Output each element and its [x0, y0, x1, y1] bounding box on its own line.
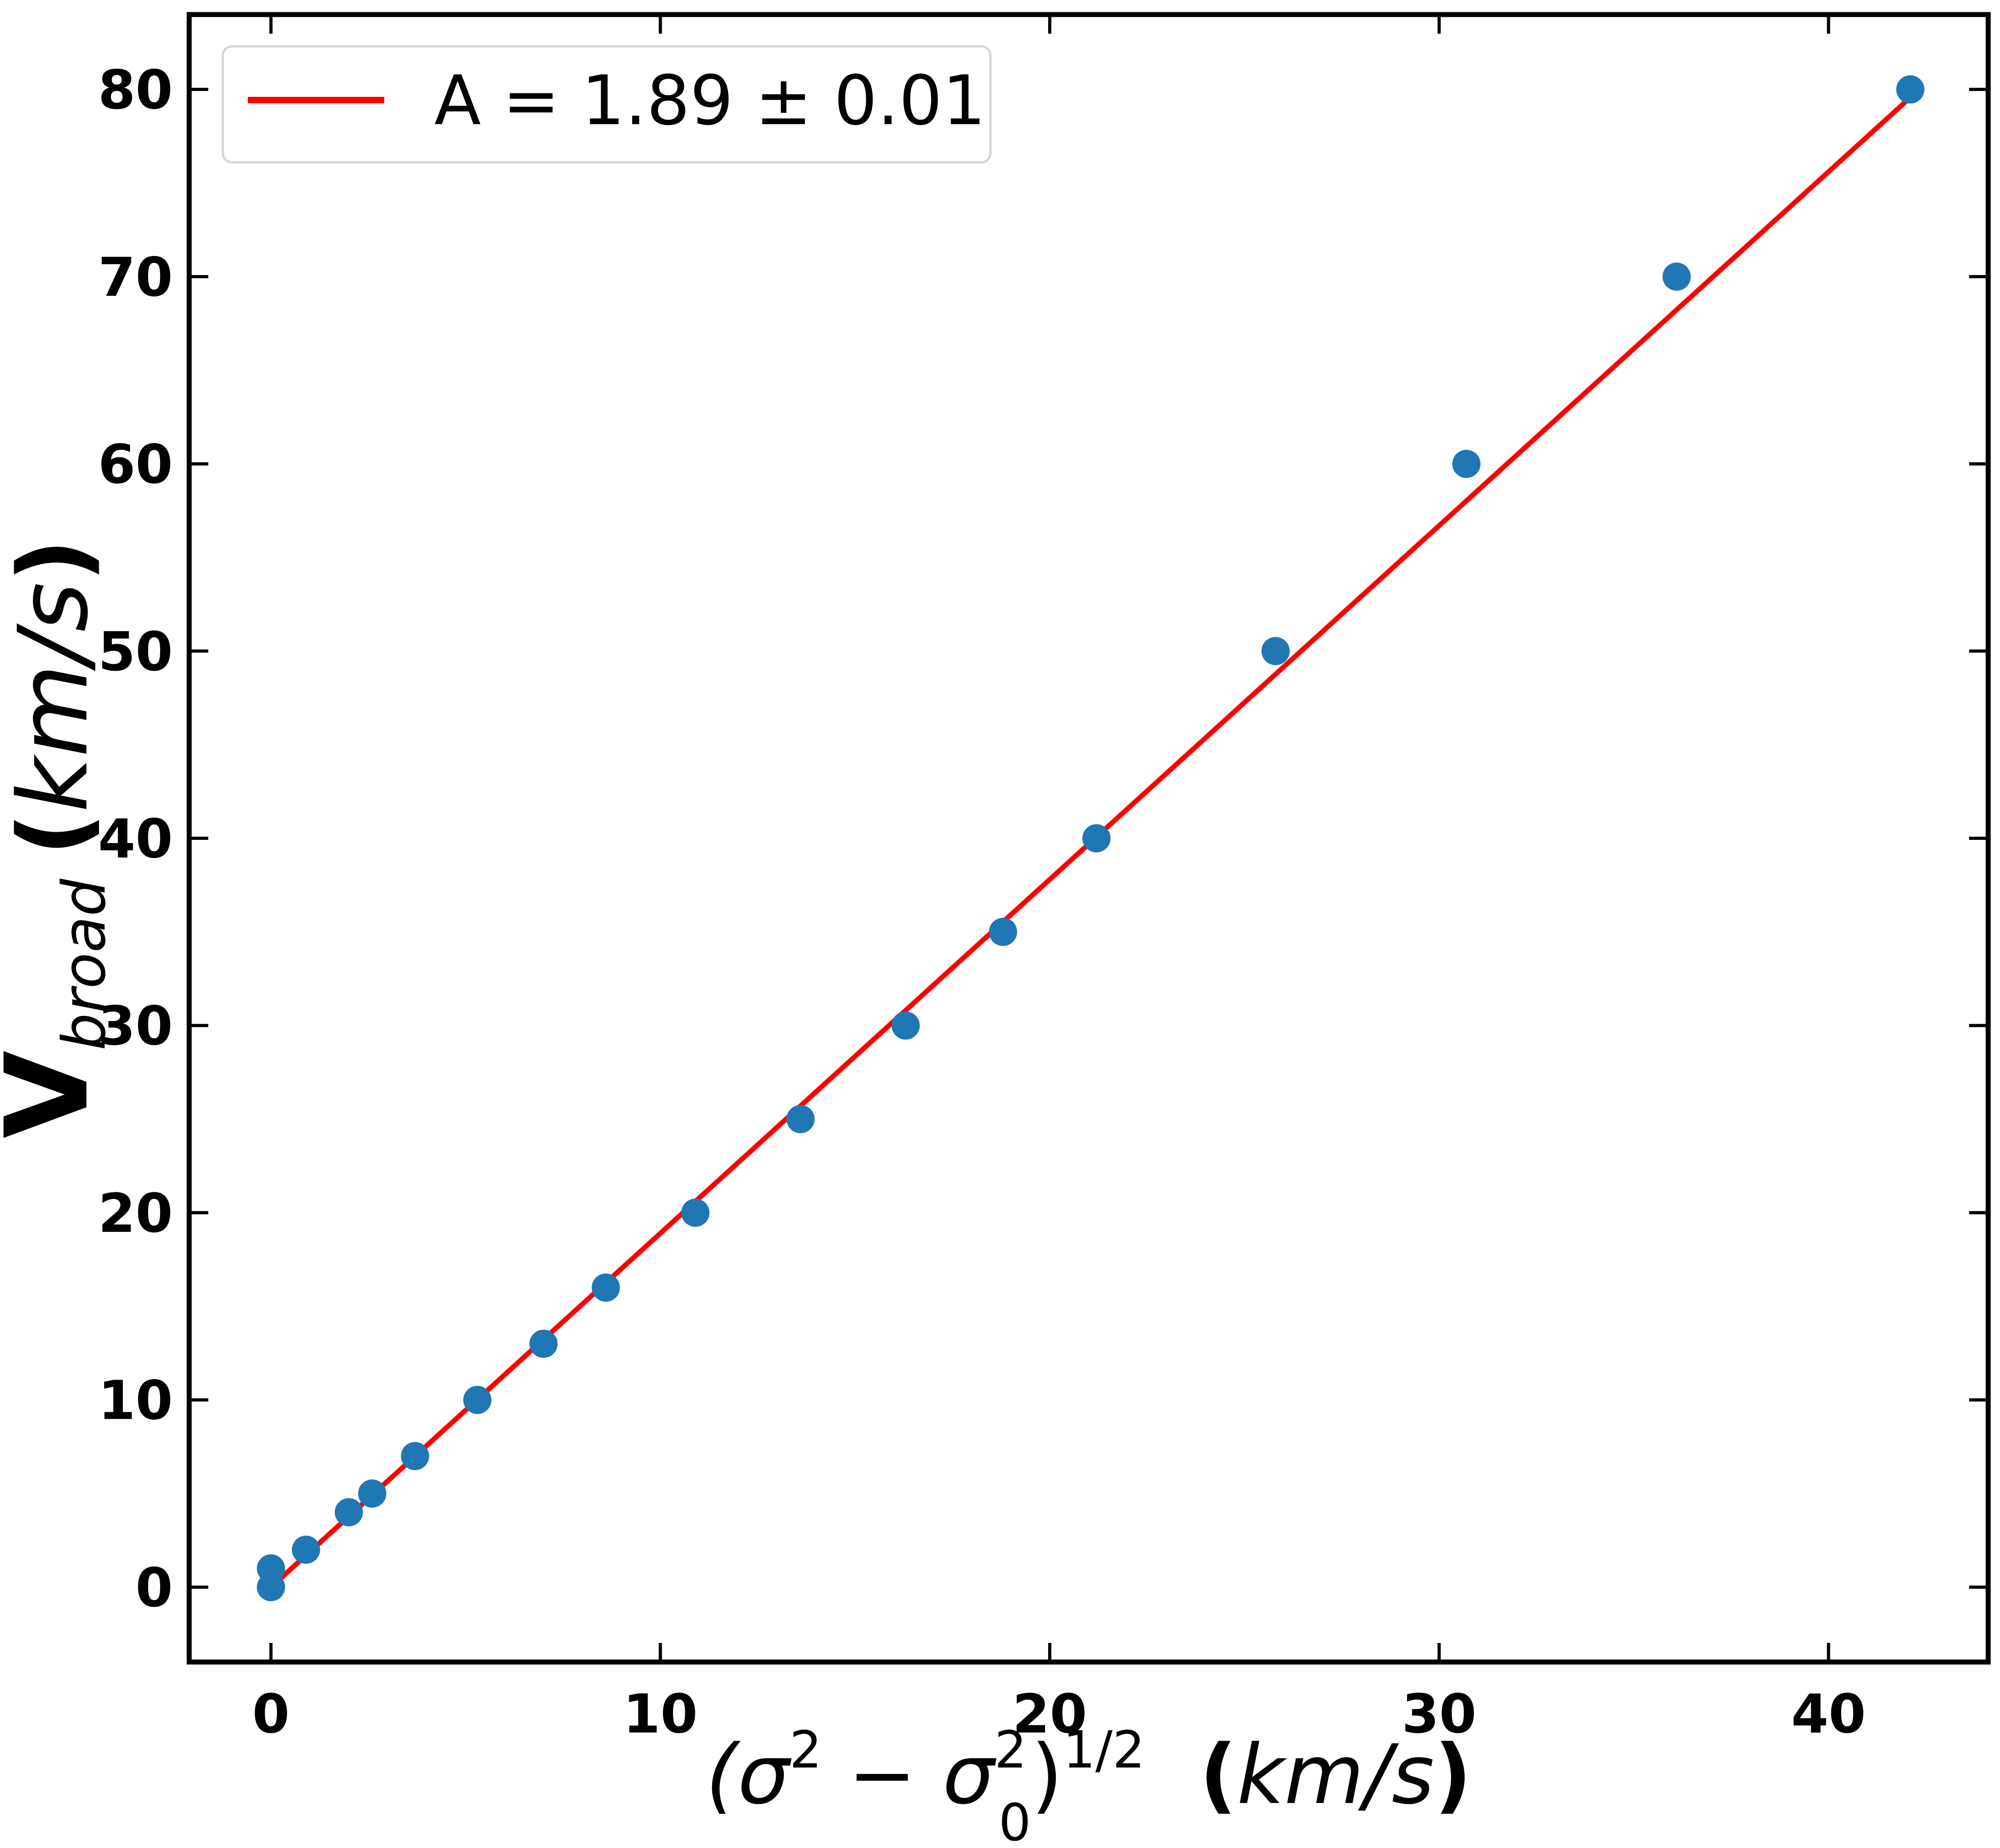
y-title-main: V	[0, 1050, 113, 1138]
y-axis-title: Vbroad (km/s)	[0, 538, 119, 1138]
y-title-sub: broad	[50, 878, 119, 1050]
x-title-unit-close: )	[1434, 1727, 1472, 1823]
x-title-minus: −	[822, 1727, 942, 1823]
data-point	[891, 1011, 920, 1040]
x-title-open-paren: (	[706, 1727, 741, 1823]
legend-label: A = 1.89 ± 0.01	[434, 61, 986, 141]
x-title-exp2: 2	[789, 1721, 822, 1780]
x-tick-label: 40	[1791, 1682, 1866, 1745]
y-tick-label: 60	[98, 433, 173, 496]
x-title-sup2: 2	[995, 1721, 1027, 1780]
data-point	[786, 1105, 815, 1134]
data-point	[1452, 450, 1481, 478]
data-point	[401, 1442, 429, 1471]
x-title-exp-half: 1/2	[1063, 1721, 1145, 1780]
y-tick-label: 30	[98, 994, 173, 1057]
x-tick-label: 10	[623, 1682, 698, 1745]
tick-marks-layer	[189, 15, 1988, 1662]
data-point	[1662, 262, 1691, 291]
x-title-close-paren: )	[1031, 1727, 1063, 1823]
y-tick-label: 40	[98, 808, 173, 870]
data-point	[256, 1554, 285, 1583]
data-point	[989, 918, 1017, 946]
legend: A = 1.89 ± 0.01	[221, 45, 992, 164]
x-tick-label: 0	[252, 1682, 290, 1745]
y-tick-label: 50	[98, 620, 173, 683]
data-point	[529, 1330, 558, 1358]
x-tick-labels: 0 10 20 30 40	[252, 1682, 1866, 1745]
legend-box	[221, 45, 992, 164]
y-title-unit-open: (	[0, 813, 109, 856]
data-points-layer	[256, 75, 1925, 1602]
x-title-unit-open: (	[1200, 1727, 1237, 1823]
y-tick-label: 0	[136, 1556, 173, 1619]
y-tick-label: 20	[98, 1182, 173, 1245]
data-point	[463, 1386, 492, 1414]
x-title-unit: km/s	[1237, 1727, 1434, 1823]
plot-frame	[186, 12, 1991, 1665]
data-point	[1082, 824, 1111, 853]
x-title-sigma: σ	[738, 1727, 792, 1823]
x-title-sub0: 0	[999, 1793, 1031, 1848]
data-point	[592, 1273, 620, 1302]
data-point	[1261, 637, 1290, 665]
y-tick-label: 70	[98, 246, 173, 308]
y-tick-label: 10	[98, 1369, 173, 1432]
x-axis-title: (σ2 − σ2 0)1/2 (km/s)	[706, 1721, 1472, 1848]
x-tick-label: 20	[1012, 1682, 1087, 1745]
data-point	[681, 1198, 710, 1227]
y-title-unit-close: )	[0, 538, 109, 582]
data-point	[1896, 75, 1925, 104]
x-tick-label: 30	[1402, 1682, 1477, 1745]
x-title-sigma0: σ	[943, 1727, 997, 1823]
data-point	[291, 1535, 320, 1564]
data-point	[335, 1498, 363, 1527]
data-point	[358, 1479, 387, 1508]
y-tick-label: 80	[98, 59, 173, 121]
y-tick-labels: 0 10 20 30 40 50 60 70 80	[98, 59, 173, 1619]
y-title-unit: km/s	[0, 582, 109, 812]
